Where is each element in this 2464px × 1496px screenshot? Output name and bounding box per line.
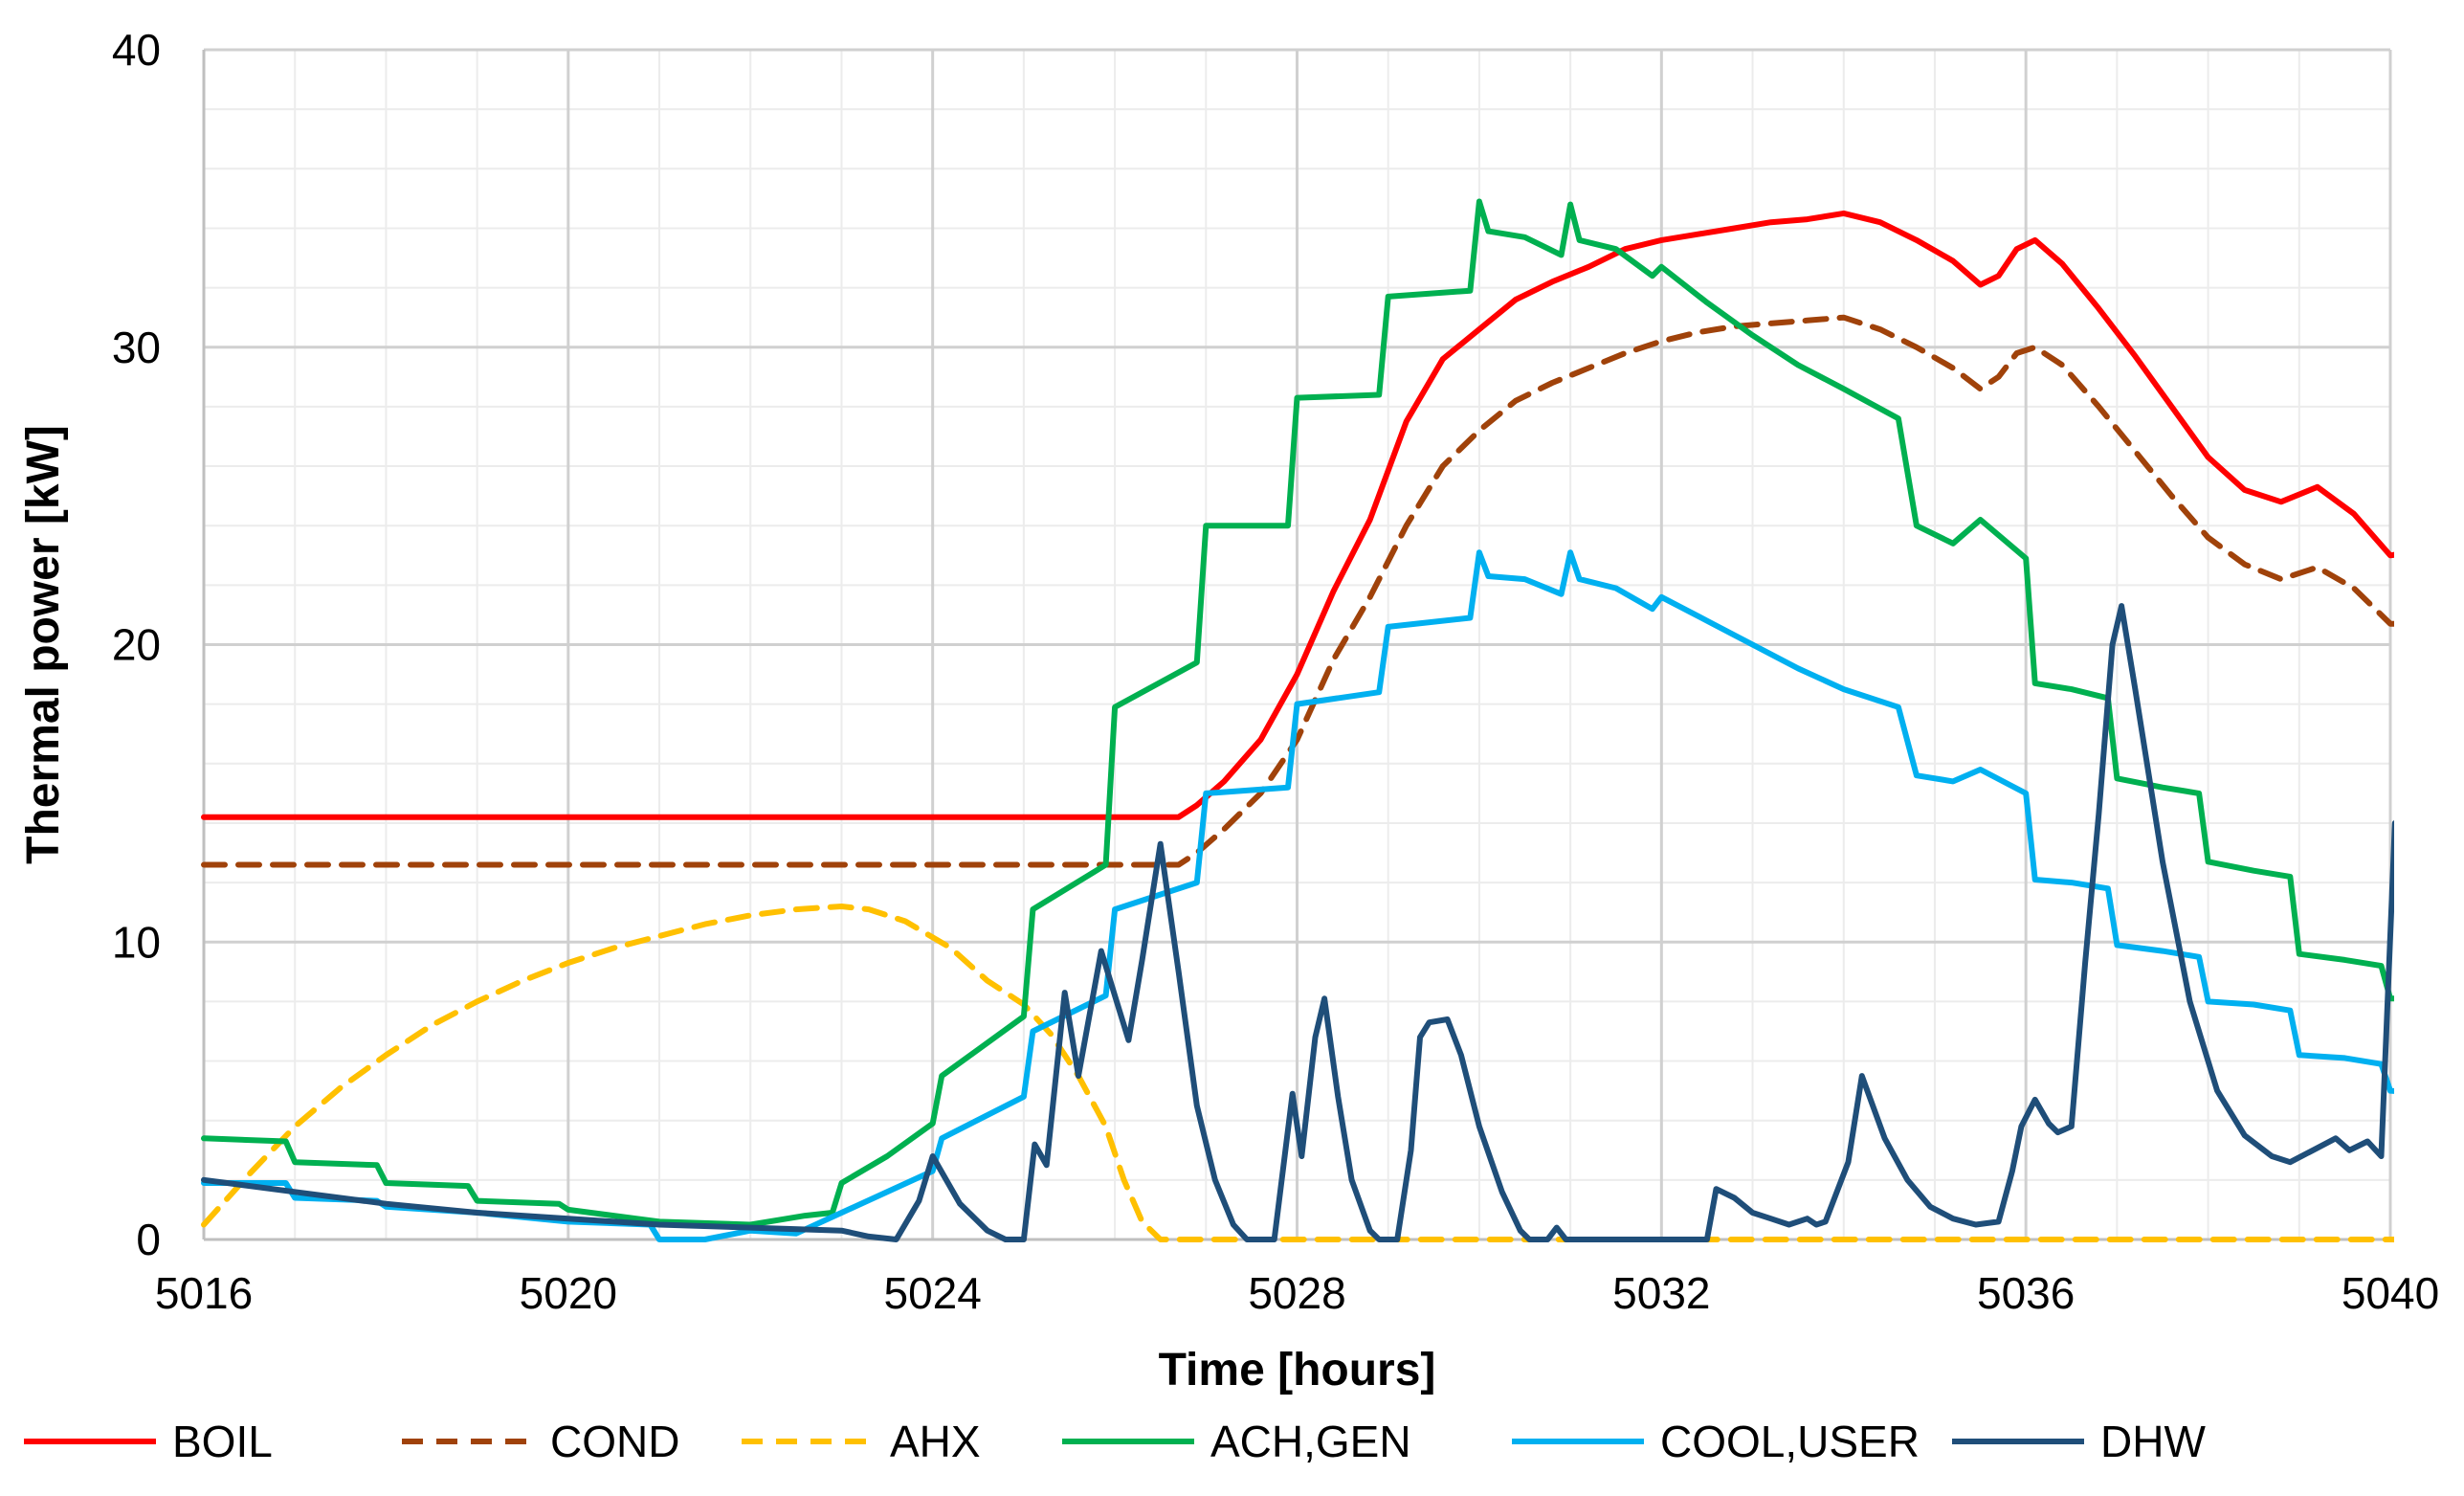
x-tick-label: 5032 [1612,1268,1710,1318]
x-tick-label: 5016 [155,1268,253,1318]
y-tick-label: 10 [112,917,161,967]
x-tick-label: 5020 [520,1268,617,1318]
y-tick-label: 30 [112,323,161,372]
legend-label: COOL,USER [1660,1417,1920,1466]
series-line-cool-user [201,549,2394,1242]
x-tick-label: 5040 [2342,1268,2439,1318]
x-axis-title: Time [hours] [1159,1345,1436,1396]
series-line-ahx [201,904,2394,1242]
y-tick-label: 0 [136,1215,161,1264]
x-tick-label: 5036 [1977,1268,2075,1318]
series-line-cond [201,314,2394,868]
series-line-boil [201,210,2394,820]
legend-label: DHW [2100,1417,2206,1466]
series-line-dhw [201,603,2394,1242]
x-axis-tick-labels: 5016 5020 5024 5028 5032 5036 5040 [155,1268,2439,1318]
x-tick-label: 5024 [883,1268,981,1318]
series-line-ach-gen [201,198,2394,1228]
series-layer [201,198,2394,1242]
y-tick-label: 40 [112,25,161,75]
legend-label: BOIL [172,1417,273,1466]
legend-label: COND [550,1417,679,1466]
legend-label: ACH,GEN [1210,1417,1411,1466]
y-axis-tick-labels: 0 10 20 30 40 [112,25,161,1264]
x-tick-label: 5028 [1248,1268,1345,1318]
y-tick-label: 20 [112,620,161,670]
legend-label: AHX [890,1417,981,1466]
y-axis-title: Thermal power [kW] [18,425,69,864]
legend: BOIL COND AHX ACH,GEN COOL,USER DHW [24,1417,2206,1466]
